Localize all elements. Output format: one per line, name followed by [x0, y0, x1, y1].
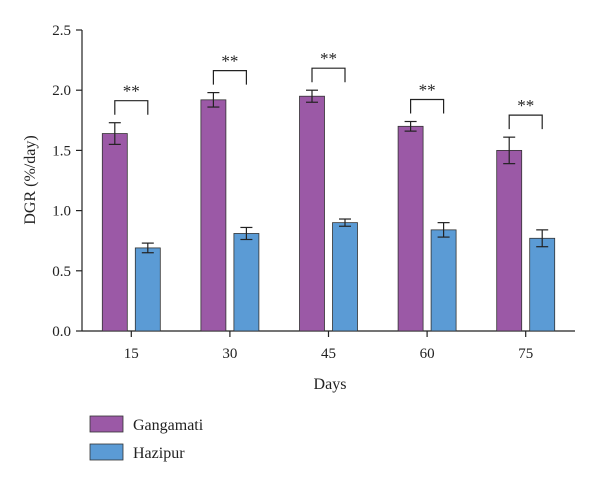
bar-gangamati-15 [101, 133, 128, 332]
significance-bracket [410, 98, 445, 114]
significance-bracket [508, 114, 543, 130]
y-ticks: 0.0 0.5 1.0 1.5 2.0 2.5 [52, 23, 82, 340]
y-tick-label: 1.5 [52, 143, 71, 159]
y-axis-title: DGR (%/day) [22, 135, 39, 224]
error-bars [108, 89, 549, 254]
significance-label: ** [221, 52, 238, 71]
y-tick-label: 0.5 [52, 264, 71, 280]
x-tick-label: 45 [321, 346, 336, 362]
bar-hazipur-75 [529, 237, 556, 332]
bars [101, 95, 556, 332]
x-tick-label: 15 [124, 346, 139, 362]
legend-label-gangamati: Gangamati [133, 417, 204, 434]
significance-label: ** [419, 81, 436, 100]
bar-hazipur-30 [233, 233, 260, 332]
bar-hazipur-15 [134, 247, 161, 332]
bar-gangamati-45 [299, 95, 325, 332]
x-ticks: 15 30 45 60 75 [124, 331, 533, 362]
y-tick-label: 2.0 [52, 83, 71, 99]
x-tick-label: 30 [222, 346, 237, 362]
bar-hazipur-45 [332, 222, 358, 332]
x-tick-label: 60 [420, 346, 435, 362]
y-tick-label: 1.0 [52, 204, 71, 220]
legend: Gangamati Hazipur [89, 415, 204, 462]
bar-gangamati-60 [397, 125, 424, 332]
bar-gangamati-75 [496, 149, 523, 332]
significance-markers: ** ** ** ** ** [114, 49, 543, 130]
legend-label-hazipur: Hazipur [133, 445, 185, 462]
bar-gangamati-30 [200, 99, 227, 332]
significance-bracket [212, 70, 247, 85]
significance-label: ** [320, 49, 337, 68]
significance-bracket [311, 67, 346, 83]
y-tick-label: 2.5 [52, 23, 71, 39]
bar-hazipur-60 [430, 229, 457, 332]
x-tick-label: 75 [518, 346, 533, 362]
significance-label: ** [517, 96, 534, 115]
y-tick-label: 0.0 [52, 324, 71, 340]
legend-swatch-gangamati [89, 415, 124, 433]
legend-swatch-hazipur [89, 443, 124, 461]
x-axis-title: Days [314, 376, 347, 393]
significance-label: ** [123, 82, 140, 101]
significance-bracket [114, 100, 149, 115]
